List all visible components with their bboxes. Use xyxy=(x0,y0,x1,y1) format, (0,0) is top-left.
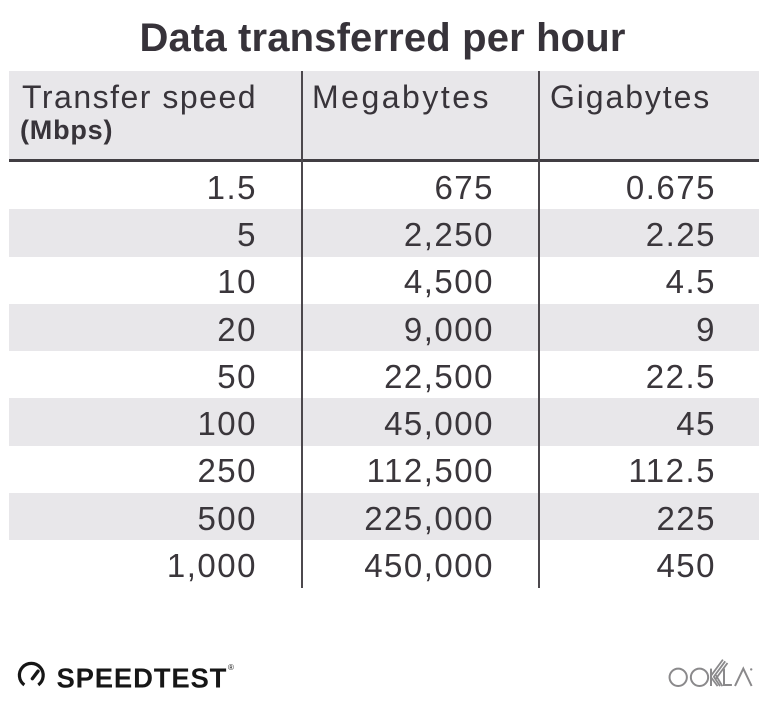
svg-text:®: ® xyxy=(228,663,234,672)
svg-text:SPEEDTEST: SPEEDTEST xyxy=(57,662,228,693)
